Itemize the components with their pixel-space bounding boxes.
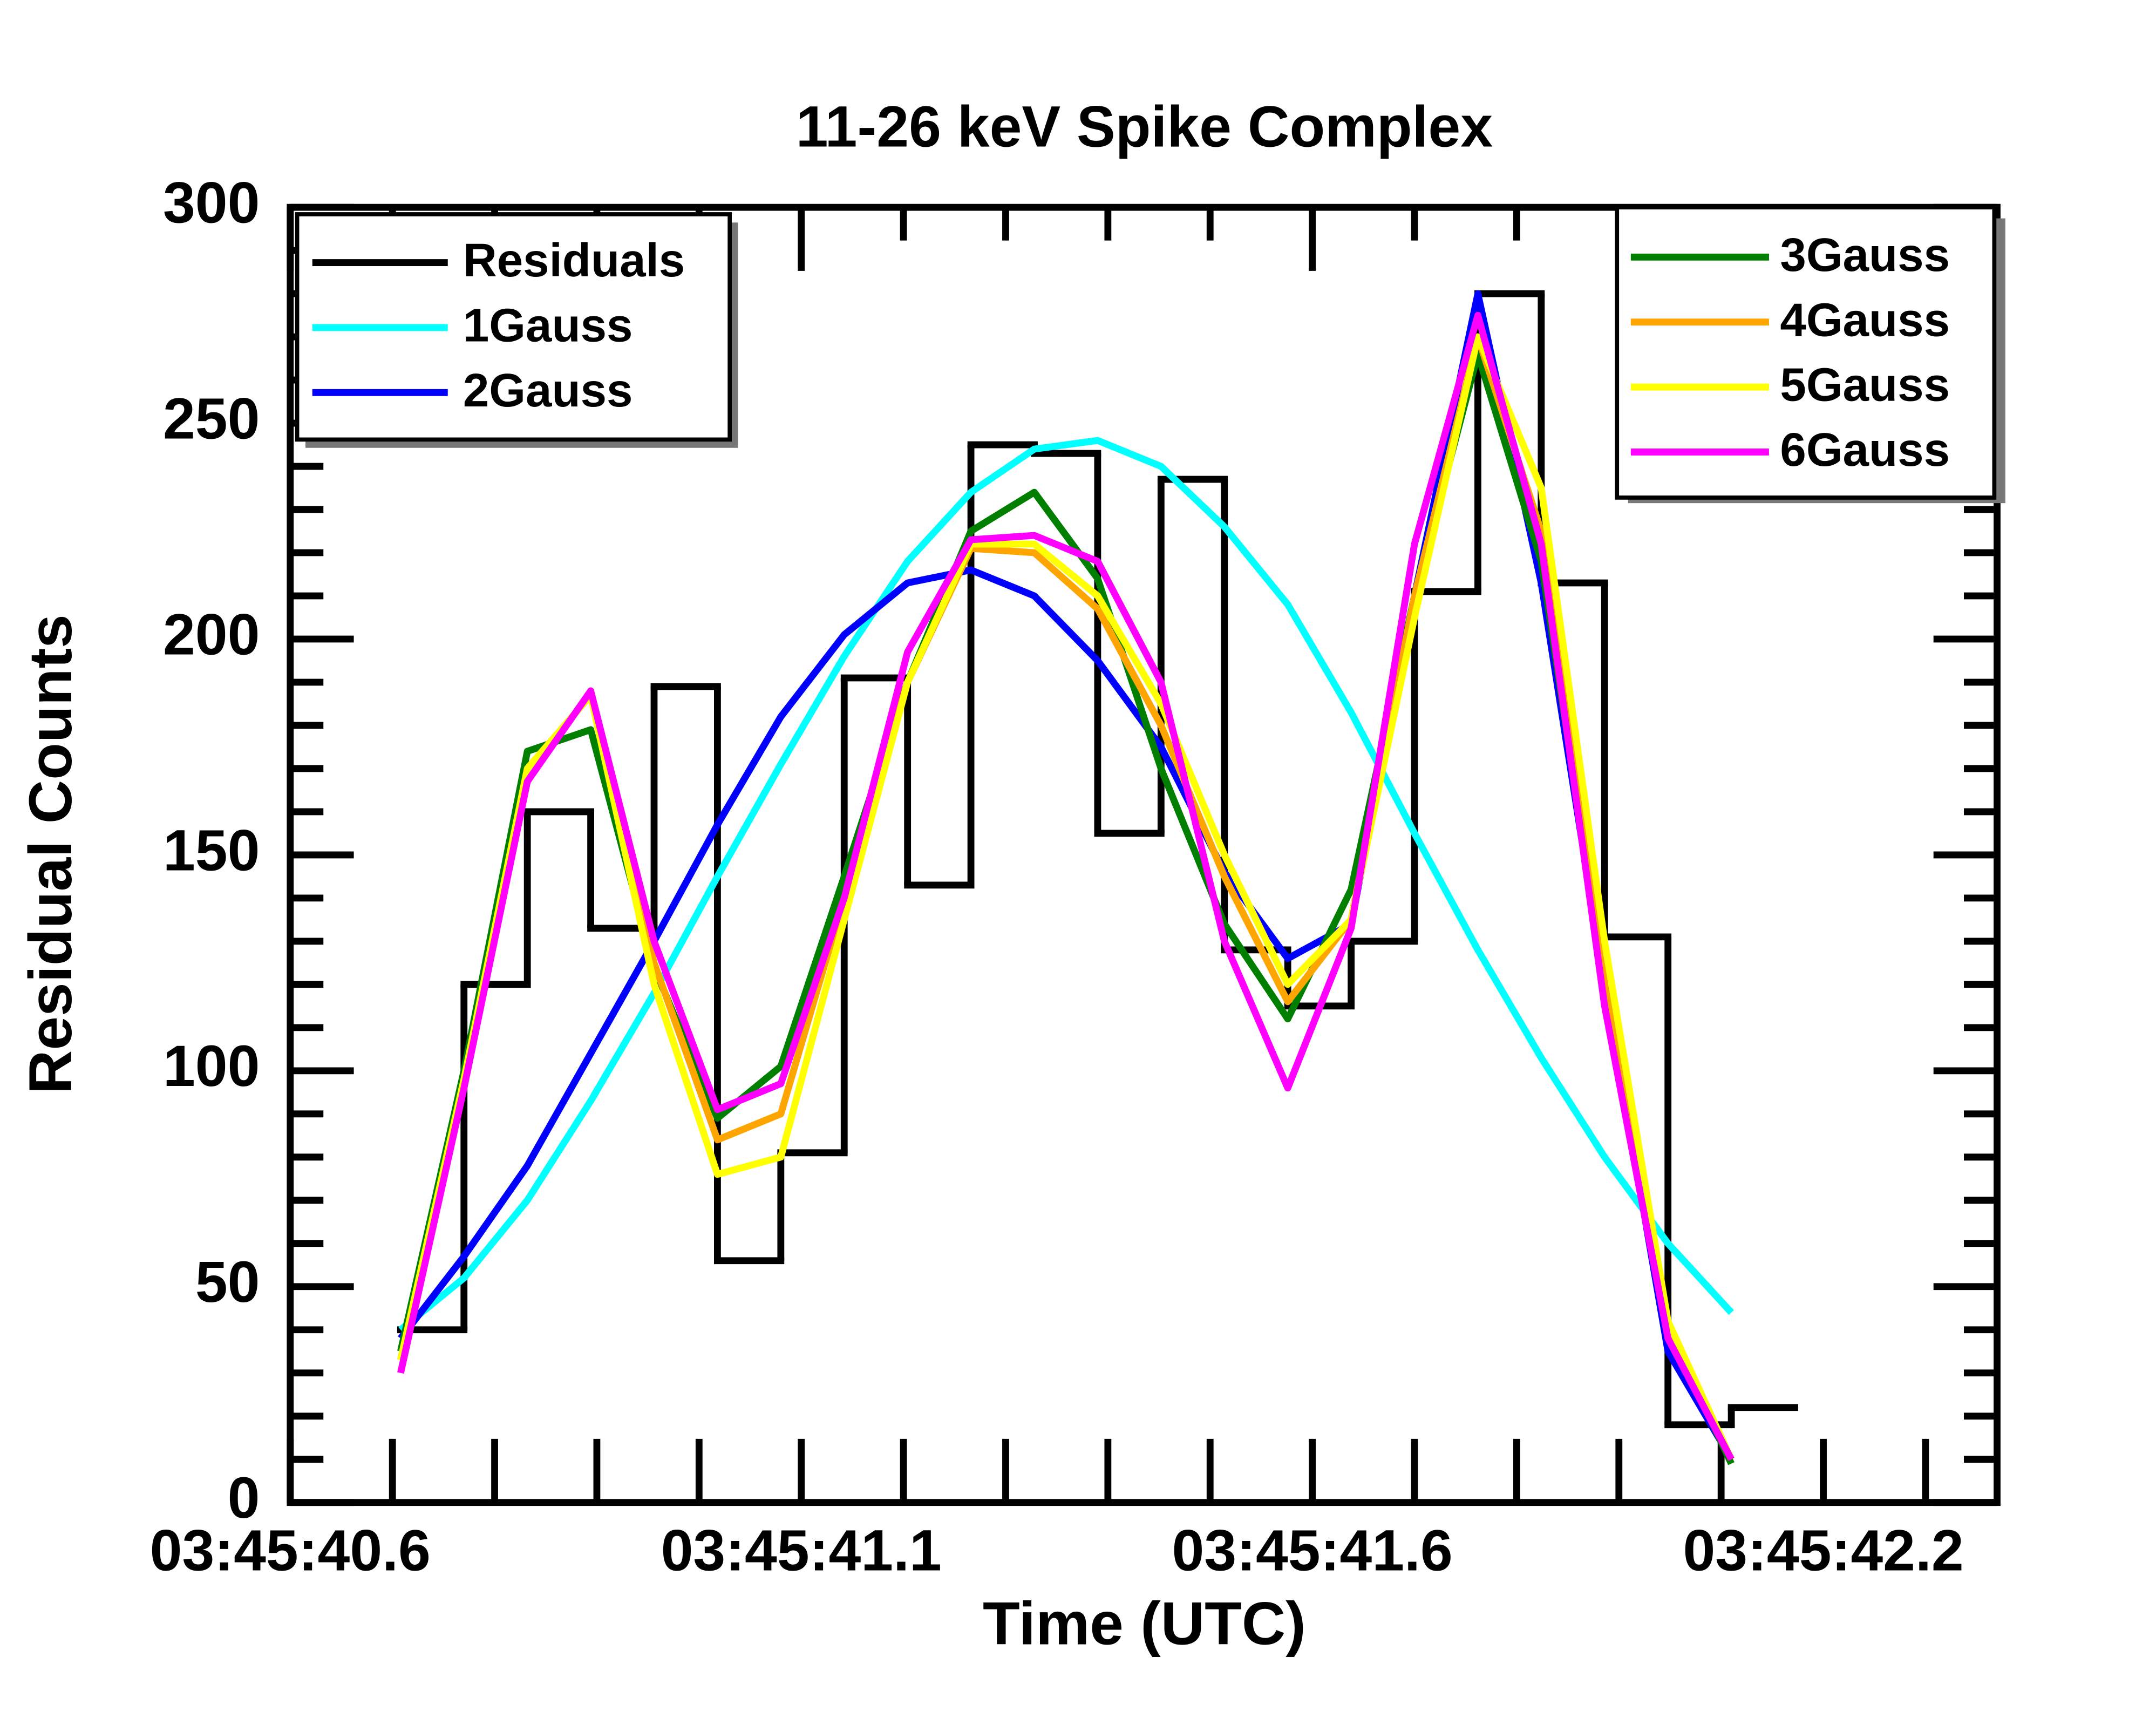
y-tick-label: 250 (163, 386, 260, 451)
fit-line (397, 333, 1735, 1461)
legend-label: Residuals (463, 234, 685, 287)
chart-title: 11-26 keV Spike Complex (796, 94, 1493, 159)
y-axis-label: Residual Counts (16, 614, 84, 1094)
legend-label: 1Gauss (463, 299, 633, 351)
x-tick-label: 03:45:42.2 (1683, 1518, 1963, 1583)
fit-line (397, 311, 1735, 1461)
x-axis-label: Time (UTC) (983, 1590, 1306, 1658)
x-tick-label: 03:45:41.1 (661, 1518, 942, 1583)
legend-label: 5Gauss (1780, 359, 1950, 411)
y-tick-label: 100 (163, 1034, 260, 1098)
x-tick-label: 03:45:40.6 (150, 1518, 431, 1583)
legend-label: 2Gauss (463, 364, 633, 417)
y-tick-label: 50 (195, 1249, 260, 1314)
legend-label: 3Gauss (1780, 229, 1950, 281)
y-tick-label: 150 (163, 818, 260, 882)
plot-frame (287, 203, 2001, 1506)
legend-label: 4Gauss (1780, 294, 1950, 346)
y-tick-label: 0 (228, 1465, 260, 1530)
legend-label: 6Gauss (1780, 424, 1950, 476)
fit-line (398, 437, 1734, 1333)
y-tick-label: 300 (163, 171, 260, 235)
y-tick-label: 200 (163, 602, 260, 667)
x-tick-label: 03:45:41.6 (1172, 1518, 1453, 1583)
